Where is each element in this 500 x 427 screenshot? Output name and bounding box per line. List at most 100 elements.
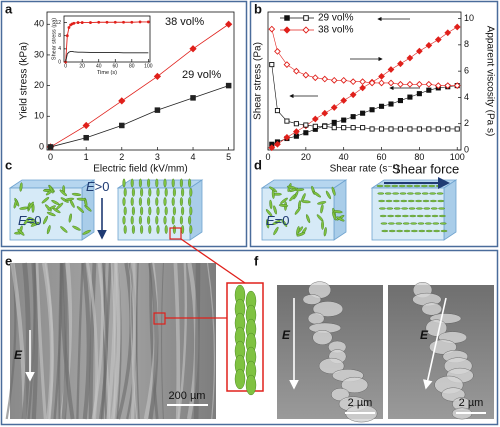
data-point bbox=[138, 20, 142, 24]
particle bbox=[123, 187, 127, 197]
data-point bbox=[397, 80, 404, 88]
zoom-line bbox=[180, 238, 246, 284]
particle bbox=[130, 215, 134, 225]
particle bbox=[317, 201, 327, 205]
particle bbox=[379, 214, 387, 218]
data-point bbox=[407, 126, 413, 132]
particle bbox=[46, 211, 56, 217]
particle bbox=[424, 214, 431, 218]
particle bbox=[122, 197, 126, 207]
field-condition: =0 bbox=[27, 213, 42, 228]
particle bbox=[164, 187, 168, 197]
data-point bbox=[434, 36, 442, 43]
sem-streak bbox=[99, 262, 108, 420]
data-point bbox=[397, 97, 404, 104]
particle bbox=[138, 178, 142, 188]
data-point bbox=[444, 29, 452, 37]
data-point bbox=[416, 126, 422, 132]
sem-streak bbox=[193, 262, 201, 420]
particle bbox=[123, 225, 127, 234]
sem-particle bbox=[425, 319, 448, 337]
x-tick-label: 80 bbox=[129, 64, 135, 70]
particle bbox=[296, 226, 300, 236]
data-point bbox=[302, 71, 310, 79]
particle bbox=[272, 219, 281, 225]
particle bbox=[48, 184, 54, 194]
data-point bbox=[283, 61, 291, 68]
cube-top bbox=[8, 179, 96, 189]
field-label: E>0 bbox=[86, 179, 110, 194]
y2-tick-label: 2 bbox=[464, 118, 469, 128]
legend-marker bbox=[302, 26, 310, 34]
particle bbox=[438, 214, 446, 218]
data-point bbox=[445, 126, 451, 132]
particle bbox=[435, 184, 443, 188]
y-tick-label: 20 bbox=[34, 80, 44, 90]
particle bbox=[131, 225, 135, 234]
particle bbox=[393, 207, 401, 210]
y-tick-label: 10 bbox=[34, 111, 44, 121]
particle bbox=[19, 182, 23, 192]
series-label: 29 vol% bbox=[182, 69, 221, 81]
particle bbox=[44, 204, 52, 212]
data-point bbox=[153, 72, 162, 81]
data-point bbox=[269, 62, 275, 68]
data-point bbox=[312, 123, 318, 129]
data-point bbox=[89, 21, 92, 24]
particle bbox=[189, 225, 193, 234]
particle bbox=[189, 187, 193, 197]
data-point bbox=[444, 82, 452, 89]
particle bbox=[406, 184, 413, 188]
data-point bbox=[130, 20, 134, 24]
particle bbox=[387, 214, 394, 218]
data-point bbox=[82, 121, 90, 130]
y-tick-label: 8 bbox=[58, 33, 61, 39]
series-line bbox=[65, 21, 149, 63]
particle bbox=[245, 374, 257, 396]
particle bbox=[147, 215, 151, 225]
data-point bbox=[406, 80, 414, 88]
sem-streak bbox=[88, 262, 97, 420]
particle bbox=[321, 220, 324, 230]
particle bbox=[76, 197, 87, 201]
data-point bbox=[321, 109, 329, 117]
particle bbox=[305, 214, 311, 224]
data-point bbox=[368, 79, 376, 87]
x-tick-label: 100 bbox=[450, 152, 465, 162]
data-point bbox=[331, 125, 337, 131]
sem-streak bbox=[177, 262, 188, 420]
cube-side bbox=[333, 179, 347, 241]
particle bbox=[164, 206, 168, 216]
particle bbox=[333, 210, 343, 214]
y2-tick-label: 8 bbox=[464, 39, 469, 49]
particle bbox=[377, 192, 385, 195]
particle bbox=[431, 214, 439, 218]
particle bbox=[122, 178, 126, 188]
data-point bbox=[67, 26, 71, 29]
particle bbox=[163, 178, 167, 188]
y-tick-label: 40 bbox=[34, 19, 44, 29]
data-point bbox=[105, 20, 109, 24]
panel-label: d bbox=[254, 157, 262, 172]
particle bbox=[71, 192, 82, 196]
particle bbox=[265, 209, 273, 217]
data-point bbox=[322, 123, 328, 129]
data-point bbox=[311, 74, 319, 82]
particle bbox=[385, 199, 393, 203]
particle bbox=[46, 225, 51, 235]
particle bbox=[163, 215, 167, 225]
data-point bbox=[80, 21, 84, 24]
data-point bbox=[388, 101, 394, 107]
y2-tick-label: 6 bbox=[464, 66, 469, 76]
data-point bbox=[330, 76, 338, 84]
particle bbox=[400, 199, 408, 203]
data-point bbox=[341, 125, 347, 131]
particle bbox=[294, 188, 305, 192]
data-point bbox=[359, 78, 366, 86]
particle bbox=[409, 214, 417, 218]
particle bbox=[296, 232, 306, 237]
sem-streak bbox=[149, 262, 159, 420]
data-point bbox=[225, 20, 233, 28]
data-point bbox=[268, 144, 276, 152]
particle bbox=[395, 222, 403, 225]
